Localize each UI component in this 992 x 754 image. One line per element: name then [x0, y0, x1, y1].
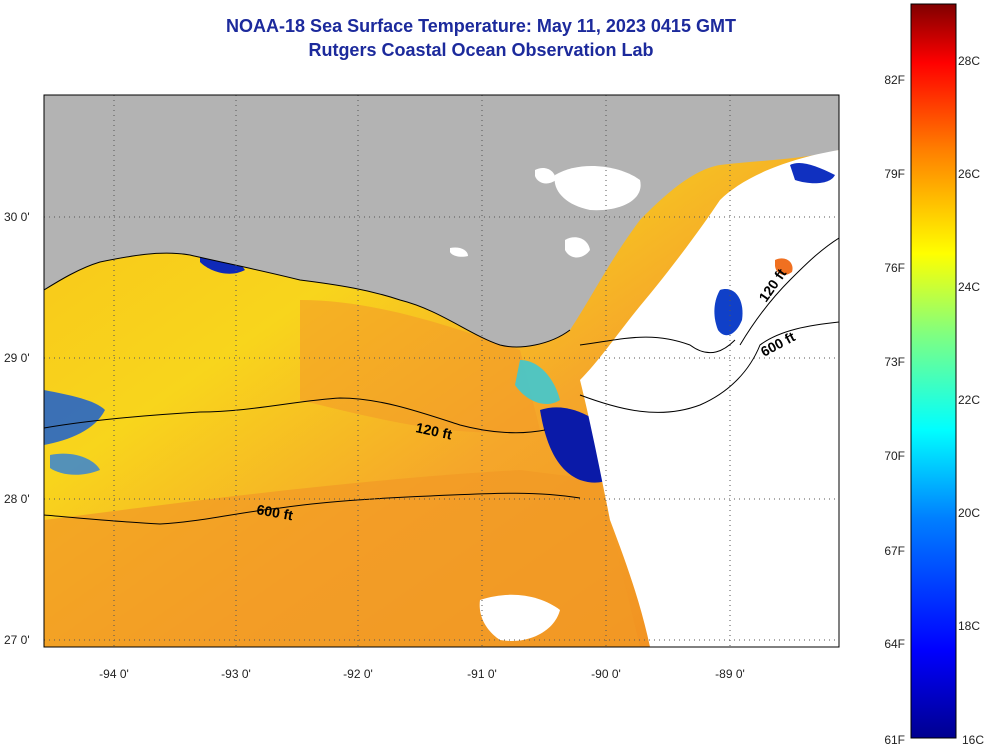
- colorbar-f-label: 61F: [884, 733, 905, 747]
- contour-line: [579, 336, 736, 354]
- contour-600ft-line: [579, 321, 839, 413]
- cool-water-patch: [714, 289, 743, 336]
- cloud-mask: [479, 594, 560, 641]
- colorbar-f-label: 79F: [884, 167, 905, 181]
- colorbar-c-label: 24C: [958, 280, 980, 294]
- colorbar-c-label: 16C: [962, 733, 984, 747]
- land-mass: [44, 95, 839, 347]
- longitude-label: -91 0': [467, 667, 497, 681]
- contour-120ft-line: [739, 237, 839, 346]
- contour-120ft-line: [44, 397, 546, 434]
- contour-label: 120 ft: [414, 419, 453, 442]
- colorbar-c-label: 18C: [958, 619, 980, 633]
- warm-water-patch: [775, 258, 793, 275]
- colorbar-f-label: 67F: [884, 544, 905, 558]
- contour-600ft-line: [44, 492, 581, 525]
- cool-water-patch: [515, 360, 560, 405]
- colorbar-f-label: 70F: [884, 449, 905, 463]
- colorbar: [910, 3, 957, 739]
- longitude-label: -93 0': [221, 667, 251, 681]
- cloud-mask: [580, 150, 839, 647]
- map-subtitle: Rutgers Coastal Ocean Observation Lab: [308, 40, 654, 60]
- latitude-label: 27 0': [4, 633, 30, 647]
- coastline: [44, 252, 571, 348]
- map-frame: [43, 94, 840, 648]
- colorbar-f-label: 64F: [884, 637, 905, 651]
- colorbar-f-label: 76F: [884, 261, 905, 275]
- colorbar-c-label: 26C: [958, 167, 980, 181]
- cloud-mask: [554, 165, 641, 211]
- colorbar-f-label: 82F: [884, 73, 905, 87]
- longitude-label: -94 0': [99, 667, 129, 681]
- cloud-mask: [565, 237, 590, 258]
- latitude-label: 28 0': [4, 492, 30, 506]
- graticule: [44, 95, 839, 647]
- cool-water-patch: [790, 163, 835, 184]
- colorbar-c-label: 28C: [958, 54, 980, 68]
- cloud-mask: [450, 247, 468, 257]
- map-title: NOAA-18 Sea Surface Temperature: May 11,…: [226, 16, 736, 36]
- contour-label: 600 ft: [255, 501, 294, 523]
- colorbar-c-label: 22C: [958, 393, 980, 407]
- colorbar-c-label: 20C: [958, 506, 980, 520]
- longitude-label: -92 0': [343, 667, 373, 681]
- colorbar-f-label: 73F: [884, 355, 905, 369]
- longitude-label: -90 0': [591, 667, 621, 681]
- cool-water-patch: [44, 390, 105, 445]
- cloud-mask: [535, 168, 556, 184]
- latitude-label: 30 0': [4, 210, 30, 224]
- longitude-label: -89 0': [715, 667, 745, 681]
- cool-water-patch: [50, 453, 100, 475]
- latitude-label: 29 0': [4, 351, 30, 365]
